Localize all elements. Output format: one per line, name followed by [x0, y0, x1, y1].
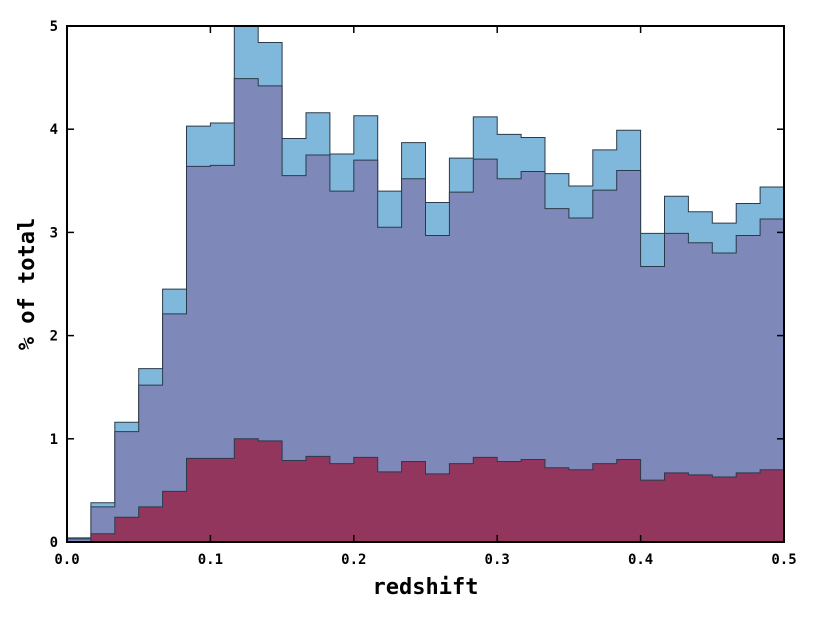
y-tick-label: 2: [50, 329, 58, 345]
y-axis-label: % of total: [15, 218, 40, 350]
x-tick-label: 0.0: [54, 552, 79, 568]
plot-frame: [66, 25, 785, 543]
y-tick-label: 1: [50, 432, 58, 448]
x-tick-label: 0.5: [771, 552, 796, 568]
x-tick-label: 0.2: [341, 552, 366, 568]
histogram-series-2: [67, 438, 785, 543]
histogram-series-1: [66, 78, 785, 543]
series-layer: [66, 25, 785, 543]
y-tick-label: 5: [50, 19, 58, 35]
y-tick-label: 3: [50, 225, 58, 241]
y-tick-label: 0: [50, 535, 58, 551]
y-tick-label: 4: [50, 122, 58, 138]
x-tick-label: 0.3: [485, 552, 510, 568]
x-tick-label: 0.4: [628, 552, 653, 568]
ticks-layer: 0.0 0.1 0.2 0.3 0.4 0.5 0 1 2 3 4 5: [50, 19, 797, 568]
x-axis-label: redshift: [373, 575, 479, 600]
x-tick-label: 0.1: [198, 552, 223, 568]
